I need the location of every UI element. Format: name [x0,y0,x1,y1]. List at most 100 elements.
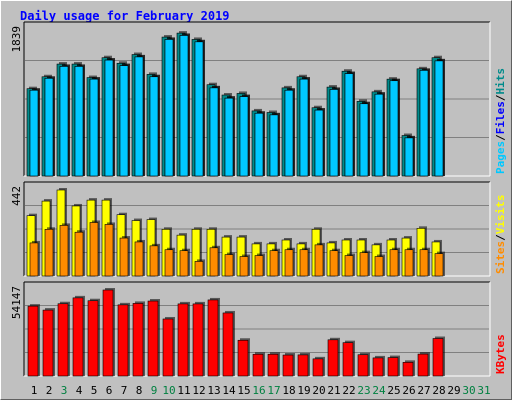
kbytes-bar [327,339,339,377]
kbytes-bar [417,353,429,377]
day-label: 3 [61,384,68,397]
sites-bar [254,255,264,277]
sites-bar [269,250,279,277]
pages-bar [194,41,204,177]
pages-bar [269,114,279,177]
sites-bar [149,245,159,277]
day-label: 11 [177,384,190,397]
legend-entry: Files [494,101,507,134]
sites-bar [59,225,69,277]
sites-bar [194,261,204,277]
sites-bar [434,253,444,277]
kbytes-bar [312,358,324,377]
day-label: 10 [162,384,175,397]
day-label: 12 [192,384,205,397]
y-max-label-3: 54147 [10,286,23,319]
legend-entry: Visits [494,195,507,235]
sites-bar [29,242,39,277]
pages-bar [134,56,144,177]
sites-bar [389,249,399,277]
day-label: 25 [387,384,400,397]
day-label: 26 [402,384,415,397]
pages-bar [119,65,129,177]
day-label: 6 [106,384,113,397]
day-label: 17 [267,384,280,397]
pages-bar [434,60,444,177]
day-label: 29 [447,384,460,397]
legend-entry: Hits [494,68,507,95]
day-label: 27 [417,384,430,397]
kbytes-bar [432,338,444,377]
sites-bar [224,254,234,277]
sites-bar [209,247,219,277]
sites-bar [89,222,99,277]
sites-bar [164,249,174,277]
kbytes-bar [132,303,144,377]
pages-bar [89,78,99,177]
day-label: 7 [121,384,128,397]
kbytes-bar [372,357,384,377]
sites-bar [104,224,114,277]
pages-bar [299,78,309,177]
pages-bar [344,73,354,177]
pages-bar [74,66,84,177]
legend-1: Pages/Files/Hits [494,68,507,174]
day-label: 16 [252,384,265,397]
day-label: 13 [207,384,220,397]
kbytes-bar [72,297,84,377]
sites-bar [239,256,249,277]
legend-entry: Pages [494,141,507,174]
pages-bar [284,89,294,177]
day-label: 18 [282,384,295,397]
pages-bar [179,35,189,177]
pages-bar [29,89,39,177]
kbytes-bar [42,309,54,377]
day-label: 19 [297,384,310,397]
legend-entry: Sites [494,241,507,274]
sites-bar [419,249,429,277]
day-label: 14 [222,384,236,397]
pages-bar [209,87,219,177]
legend-entry: / [494,234,507,241]
sites-bar [314,244,324,277]
kbytes-bar [147,300,159,377]
kbytes-bar [87,300,99,377]
legend-entry: / [494,94,507,101]
day-label: 28 [432,384,445,397]
day-label: 24 [372,384,386,397]
kbytes-bar [207,299,219,377]
pages-bar [224,97,234,177]
pages-bar [149,76,159,177]
day-label: 30 [462,384,475,397]
day-label: 20 [312,384,325,397]
day-label: 9 [151,384,158,397]
kbytes-bar [177,303,189,377]
sites-bar [359,252,369,277]
day-label: 23 [357,384,370,397]
y-max-label-1: 1839 [10,26,23,53]
sites-bar [329,250,339,277]
kbytes-bar [357,354,369,377]
day-label: 15 [237,384,250,397]
pages-bar [419,70,429,177]
y-max-label-2: 442 [10,186,23,206]
pages-bar [404,137,414,177]
legend-entry: / [494,134,507,141]
kbytes-bar [27,305,39,377]
kbytes-bar [297,354,309,377]
kbytes-bar [192,303,204,377]
kbytes-bar [252,353,264,377]
sites-bar [404,249,414,277]
pages-bar [44,78,54,177]
day-label: 8 [136,384,143,397]
kbytes-bar [342,342,354,377]
pages-bar [239,96,249,177]
sites-bar [44,229,54,277]
day-label: 1 [31,384,38,397]
kbytes-bar [162,318,174,377]
pages-bar [359,103,369,177]
sites-bar [284,249,294,277]
day-label: 31 [477,384,490,397]
